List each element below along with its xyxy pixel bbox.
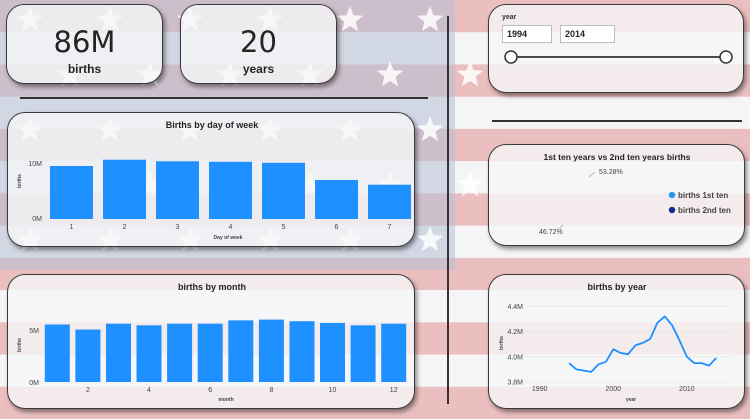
x-tick-label: 2000 <box>606 386 622 393</box>
bar[interactable] <box>350 325 376 382</box>
flag-star <box>336 6 364 32</box>
ten-year-donut-chart: 1st ten years vs 2nd ten years births 53… <box>539 152 731 236</box>
x-tick-label: 4 <box>147 387 151 394</box>
x-axis-title: year <box>626 397 636 403</box>
y-tick-label: 3.8M <box>507 380 523 387</box>
y-tick-label: 10M <box>28 161 42 168</box>
bar[interactable] <box>50 166 93 219</box>
x-tick-label: 2010 <box>679 386 695 393</box>
donut <box>565 178 570 227</box>
bar[interactable] <box>381 323 407 382</box>
bar[interactable] <box>136 325 162 382</box>
flag-star <box>416 116 444 142</box>
bar[interactable] <box>262 162 305 219</box>
x-tick-label: 12 <box>390 387 398 394</box>
bar[interactable] <box>197 323 223 382</box>
year-end-input[interactable]: 2014 <box>560 25 615 43</box>
kpi-births-value: 86M <box>53 25 116 59</box>
births-by-month-card: births by month births 0M 5M month 2 4 6 8 1… <box>7 274 415 409</box>
slider-start-handle[interactable] <box>504 50 518 64</box>
legend-label-2nd-ten[interactable]: births 2nd ten <box>678 206 731 215</box>
vertical-divider-line <box>447 16 449 404</box>
bar[interactable] <box>167 323 193 382</box>
y-tick-label: 4.4M <box>507 304 523 311</box>
bar[interactable] <box>315 180 358 219</box>
births-by-year-card: births by year births year 3.8M 4.0M 4.2M 4… <box>488 274 745 409</box>
legend-marker-1st-ten <box>668 191 676 199</box>
legend-marker-2nd-ten <box>668 206 676 214</box>
kpi-years-value: 20 <box>240 25 277 59</box>
x-tick-label: 6 <box>335 224 339 231</box>
bar[interactable] <box>44 324 70 383</box>
slider-end-handle[interactable] <box>719 50 733 64</box>
bar[interactable] <box>320 322 345 382</box>
flag-star <box>416 6 444 32</box>
chart-title: births by month <box>178 282 246 292</box>
bar[interactable] <box>156 161 199 219</box>
right-divider-line <box>492 120 742 122</box>
births-by-year-chart: births by year births year 3.8M 4.0M 4.2M 4… <box>499 282 731 403</box>
bar[interactable] <box>368 184 411 219</box>
x-axis-title: month <box>218 397 233 403</box>
y-axis-title: births <box>17 174 23 188</box>
y-axis-title: births <box>499 336 505 350</box>
births-by-month-chart: births by month births 0M 5M month 2 4 6 8 1… <box>17 282 407 403</box>
y-tick-label: 5M <box>29 328 39 335</box>
x-tick-label: 1 <box>70 224 74 231</box>
left-divider-line <box>20 97 428 99</box>
day-bars: 1 2 3 4 5 6 7 <box>50 159 411 231</box>
kpi-years-label: years <box>242 62 275 76</box>
flag-star <box>376 61 404 87</box>
year-start-input[interactable]: 1994 <box>502 25 552 43</box>
births-by-day-chart: Births by day of week births 0M 10M Day … <box>17 120 411 241</box>
donut-label-2nd-ten: 53.28% <box>599 169 623 176</box>
kpi-years-card: 20 years <box>180 4 337 84</box>
flag-star <box>456 171 484 197</box>
x-tick-label: 10 <box>329 387 337 394</box>
bar[interactable] <box>258 319 284 382</box>
y-tick-label: 0M <box>29 380 39 387</box>
births-by-day-card: Births by day of week births 0M 10M Day … <box>7 112 415 247</box>
kpi-births-card: 86M births <box>6 4 163 84</box>
bar[interactable] <box>103 159 146 219</box>
year-slicer-card: year 1994 2014 <box>488 4 744 93</box>
bar[interactable] <box>209 161 252 219</box>
flag-star <box>416 226 444 252</box>
x-tick-label: 3 <box>176 224 180 231</box>
x-tick-label: 7 <box>388 224 392 231</box>
bar[interactable] <box>289 321 315 382</box>
x-tick-label: 6 <box>208 387 212 394</box>
x-tick-label: 1990 <box>532 386 548 393</box>
donut-label-1st-ten: 46.72% <box>539 229 563 236</box>
chart-title: births by year <box>587 282 647 292</box>
series-line[interactable] <box>568 315 717 373</box>
x-tick-label: 4 <box>229 224 233 231</box>
donut-leader-line <box>558 224 564 230</box>
y-tick-label: 0M <box>32 216 42 223</box>
month-bars: 2 4 6 8 10 12 <box>44 319 407 394</box>
legend-label-1st-ten[interactable]: births 1st ten <box>678 191 728 200</box>
year-slicer-label: year <box>502 14 517 21</box>
x-axis-title: Day of week <box>214 235 243 241</box>
kpi-births-label: births <box>67 62 102 76</box>
y-tick-label: 4.2M <box>507 329 523 336</box>
x-tick-label: 5 <box>282 224 286 231</box>
bar[interactable] <box>75 329 101 383</box>
bar[interactable] <box>106 323 131 382</box>
chart-title: Births by day of week <box>166 120 260 130</box>
y-tick-label: 4.0M <box>507 354 523 361</box>
donut-leader-line <box>588 171 596 178</box>
y-axis-title: births <box>17 338 23 352</box>
year-range-slider[interactable] <box>489 5 745 94</box>
ten-year-comparison-card: 1st ten years vs 2nd ten years births 53… <box>488 144 745 246</box>
x-tick-label: 8 <box>269 387 273 394</box>
chart-title: 1st ten years vs 2nd ten years births <box>544 152 691 162</box>
flag-star <box>456 61 484 87</box>
bar[interactable] <box>228 320 254 382</box>
x-tick-label: 2 <box>86 387 90 394</box>
x-tick-label: 2 <box>123 224 127 231</box>
year-line-chart: 3.8M 4.0M 4.2M 4.4M 1990 2000 2010 <box>507 304 731 393</box>
